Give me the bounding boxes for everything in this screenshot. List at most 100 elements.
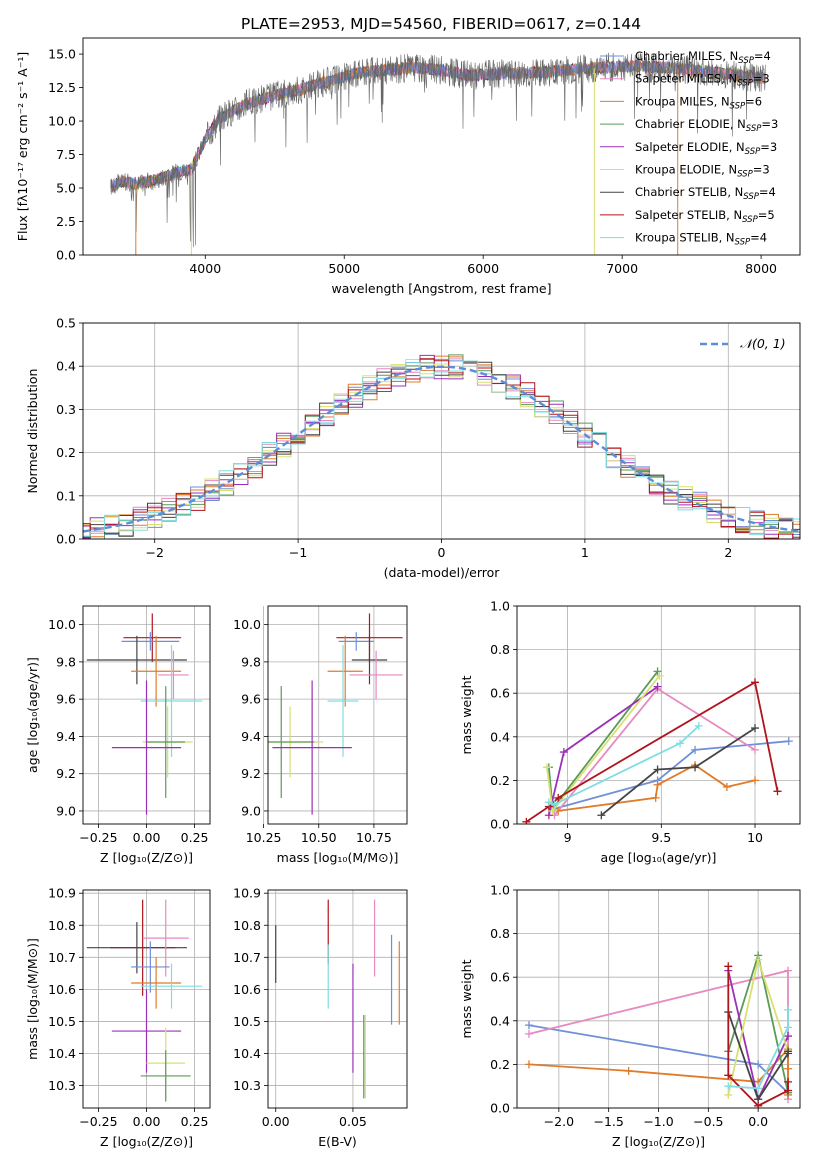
series-marker-kroupa_miles	[751, 776, 760, 785]
x-tick-label: 10	[747, 830, 763, 845]
series-marker-kroupa_miles	[624, 1066, 633, 1075]
chart-weight_vs_age: 9 9.5 10 0.0 0.2 0.4 0.6 0.8 1.0 age [log₁₀(age/y…	[459, 599, 801, 865]
series-marker-salpeter_miles	[524, 1029, 533, 1038]
series-line-kroupa_miles	[528, 1046, 789, 1095]
y-tick-label: 5.0	[56, 181, 76, 196]
x-tick-label: 0.05	[339, 1114, 367, 1129]
series-marker-salpeter_stelib	[724, 1071, 733, 1080]
series-marker-kroupa_elodie	[754, 955, 763, 964]
histogram-kroupa_elodie	[83, 359, 800, 534]
plot-area	[83, 354, 800, 539]
axes-frame	[82, 322, 801, 540]
legend-tail: =3	[761, 117, 778, 131]
series-marker-salpeter_stelib	[773, 787, 782, 796]
y-tick-label: 0.0	[56, 248, 76, 263]
axes-frame	[267, 889, 408, 1109]
x-tick-label: −1	[289, 545, 307, 560]
y-tick-label: 0.8	[490, 926, 510, 941]
series-marker-salpeter_elodie	[653, 682, 662, 691]
series-marker-salpeter_stelib	[522, 817, 531, 824]
y-tick-label: 0.0	[490, 817, 510, 832]
series-line-chabrier_elodie	[548, 670, 659, 812]
plot-area	[275, 899, 400, 1099]
chart-mass_vs_Z: −0.25 0.00 0.25 10.3 10.4 10.5 10.6 10.7 10.8 10.…	[25, 886, 211, 1149]
series-marker-salpeter_elodie	[544, 811, 553, 820]
series-marker-chabrier_stelib	[653, 765, 662, 774]
plot-area	[110, 51, 766, 255]
y-tick-label: 10.4	[48, 1046, 76, 1061]
x-tick-label: 5000	[328, 261, 360, 276]
x-axis-label: E(B-V)	[318, 1134, 357, 1149]
y-tick-label: 10.3	[233, 1078, 261, 1093]
series-marker-chabrier_stelib	[784, 1047, 793, 1056]
y-tick-label: 0.5	[56, 316, 76, 331]
series-marker-salpeter_stelib	[724, 962, 733, 971]
figure-title: PLATE=2953, MJD=54560, FIBERID=0617, z=0…	[241, 15, 641, 33]
series-line-chabrier_stelib	[600, 727, 756, 816]
y-tick-label: 15.0	[48, 47, 76, 62]
y-tick-label: 10.7	[48, 950, 76, 965]
histogram-salpeter_elodie	[83, 354, 800, 539]
y-tick-label: 0.2	[56, 445, 76, 460]
legend-label-salpeter_elodie: Salpeter ELODIE, NSSP=3	[635, 140, 777, 157]
legend-tail: =3	[753, 163, 770, 177]
x-tick-label: −0.25	[79, 1114, 117, 1129]
series-marker-chabrier_miles	[784, 737, 793, 746]
legend-tail: =4	[759, 185, 776, 199]
legend-sub: SSP	[735, 238, 751, 248]
series-line-salpeter_miles	[553, 687, 756, 816]
x-tick-label: 10.25	[246, 830, 282, 845]
y-tick-label: 10.0	[48, 617, 76, 632]
x-axis-label: Z [log₁₀(Z/Z⊙)]	[612, 1134, 705, 1149]
y-tick-label: 9.2	[241, 766, 261, 781]
gaussian-curve	[83, 365, 800, 533]
series-marker-chabrier_elodie	[653, 667, 662, 676]
series-marker-salpeter_stelib	[554, 793, 563, 802]
x-tick-label: 0.25	[181, 1114, 209, 1129]
series-marker-chabrier_miles	[691, 745, 700, 754]
x-tick-label: 0.0	[748, 1114, 768, 1129]
legend-sub: SSP	[737, 170, 753, 180]
x-axis-label: age [log₁₀(age/yr)]	[601, 850, 717, 865]
legend-label-kroupa_stelib: Kroupa STELIB, NSSP=4	[635, 231, 767, 248]
series-marker-salpeter_elodie	[559, 748, 568, 757]
x-tick-label: 0.00	[262, 1114, 290, 1129]
series-marker-kroupa_elodie	[542, 763, 551, 772]
x-tick-label: 0	[438, 545, 446, 560]
histogram-kroupa_stelib	[83, 360, 800, 537]
legend-label-kroupa_elodie: Kroupa ELODIE, NSSP=3	[635, 163, 770, 180]
series-marker-kroupa_stelib	[784, 1005, 793, 1014]
y-tick-label: 10.5	[48, 1014, 76, 1029]
x-tick-label: 0.25	[181, 830, 209, 845]
x-axis-label: mass [log₁₀(M/M⊙)]	[277, 850, 399, 865]
y-tick-label: 9.8	[56, 654, 76, 669]
legend-sub: SSP	[742, 215, 758, 225]
series-marker-kroupa_miles	[651, 793, 660, 802]
legend-sub: SSP	[730, 101, 746, 111]
y-tick-label: 0.4	[56, 359, 76, 374]
y-tick-label: 0.4	[490, 729, 510, 744]
spectrum-data-line	[110, 51, 766, 248]
series-marker-kroupa_stelib	[676, 739, 685, 748]
x-tick-label: 9	[564, 830, 572, 845]
x-tick-label: 10.75	[356, 830, 392, 845]
series-marker-salpeter_stelib	[784, 1077, 793, 1086]
y-tick-label: 0.6	[490, 970, 510, 985]
histogram-salpeter_stelib	[83, 358, 800, 539]
chart-age_vs_Z: −0.25 0.00 0.25 9.0 9.2 9.4 9.6 9.8 10.0 Z [log₁₀…	[25, 605, 211, 865]
x-tick-label: 10.50	[301, 830, 337, 845]
axes-frame	[516, 889, 801, 1109]
y-tick-label: 7.5	[56, 147, 76, 162]
series-line-kroupa_stelib	[548, 725, 700, 806]
series-marker-salpeter_miles	[784, 966, 793, 975]
chart-age_vs_mass: 10.25 10.50 10.75 9.0 9.2 9.4 9.6 9.8 10.0 mass […	[233, 605, 408, 865]
series-marker-chabrier_miles	[524, 1021, 533, 1030]
series-marker-kroupa_miles	[653, 780, 662, 789]
y-axis-label: mass [log₁₀(M/M⊙)]	[25, 938, 40, 1060]
series-marker-chabrier_stelib	[751, 724, 760, 733]
y-tick-label: 10.8	[48, 918, 76, 933]
axes-frame	[82, 889, 211, 1109]
y-tick-label: 9.4	[56, 729, 76, 744]
y-tick-label: 10.8	[233, 918, 261, 933]
